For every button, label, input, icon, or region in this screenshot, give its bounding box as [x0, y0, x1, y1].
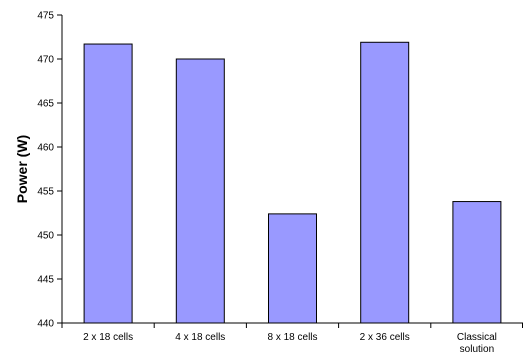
bar [175, 58, 225, 324]
bars [83, 41, 502, 324]
y-axis-label: Power (W) [14, 135, 30, 203]
x-tick-label: 8 x 18 cells [267, 332, 317, 343]
x-tick-label: 2 x 36 cells [360, 332, 410, 343]
bar [360, 41, 410, 324]
bar [83, 43, 133, 324]
y-axis: 440 445 450 455 460 465 470 475 [37, 11, 63, 330]
y-tick-label: 470 [37, 55, 54, 66]
bar [268, 213, 317, 324]
x-tick-label: Classical solution [457, 332, 497, 355]
y-tick-label: 455 [37, 187, 54, 198]
y-tick-label: 475 [37, 11, 54, 22]
y-tick-label: 465 [37, 99, 54, 110]
x-tick-label: 2 x 18 cells [83, 332, 133, 343]
y-tick-label: 460 [37, 143, 54, 154]
x-tick-label: 4 x 18 cells [175, 332, 225, 343]
bar [452, 201, 502, 324]
y-tick-label: 440 [37, 319, 54, 330]
y-tick-label: 445 [37, 275, 54, 286]
x-axis: 2 x 18 cells 4 x 18 cells 8 x 18 cells 2 x … [61, 322, 523, 355]
y-tick-label: 450 [37, 231, 54, 242]
